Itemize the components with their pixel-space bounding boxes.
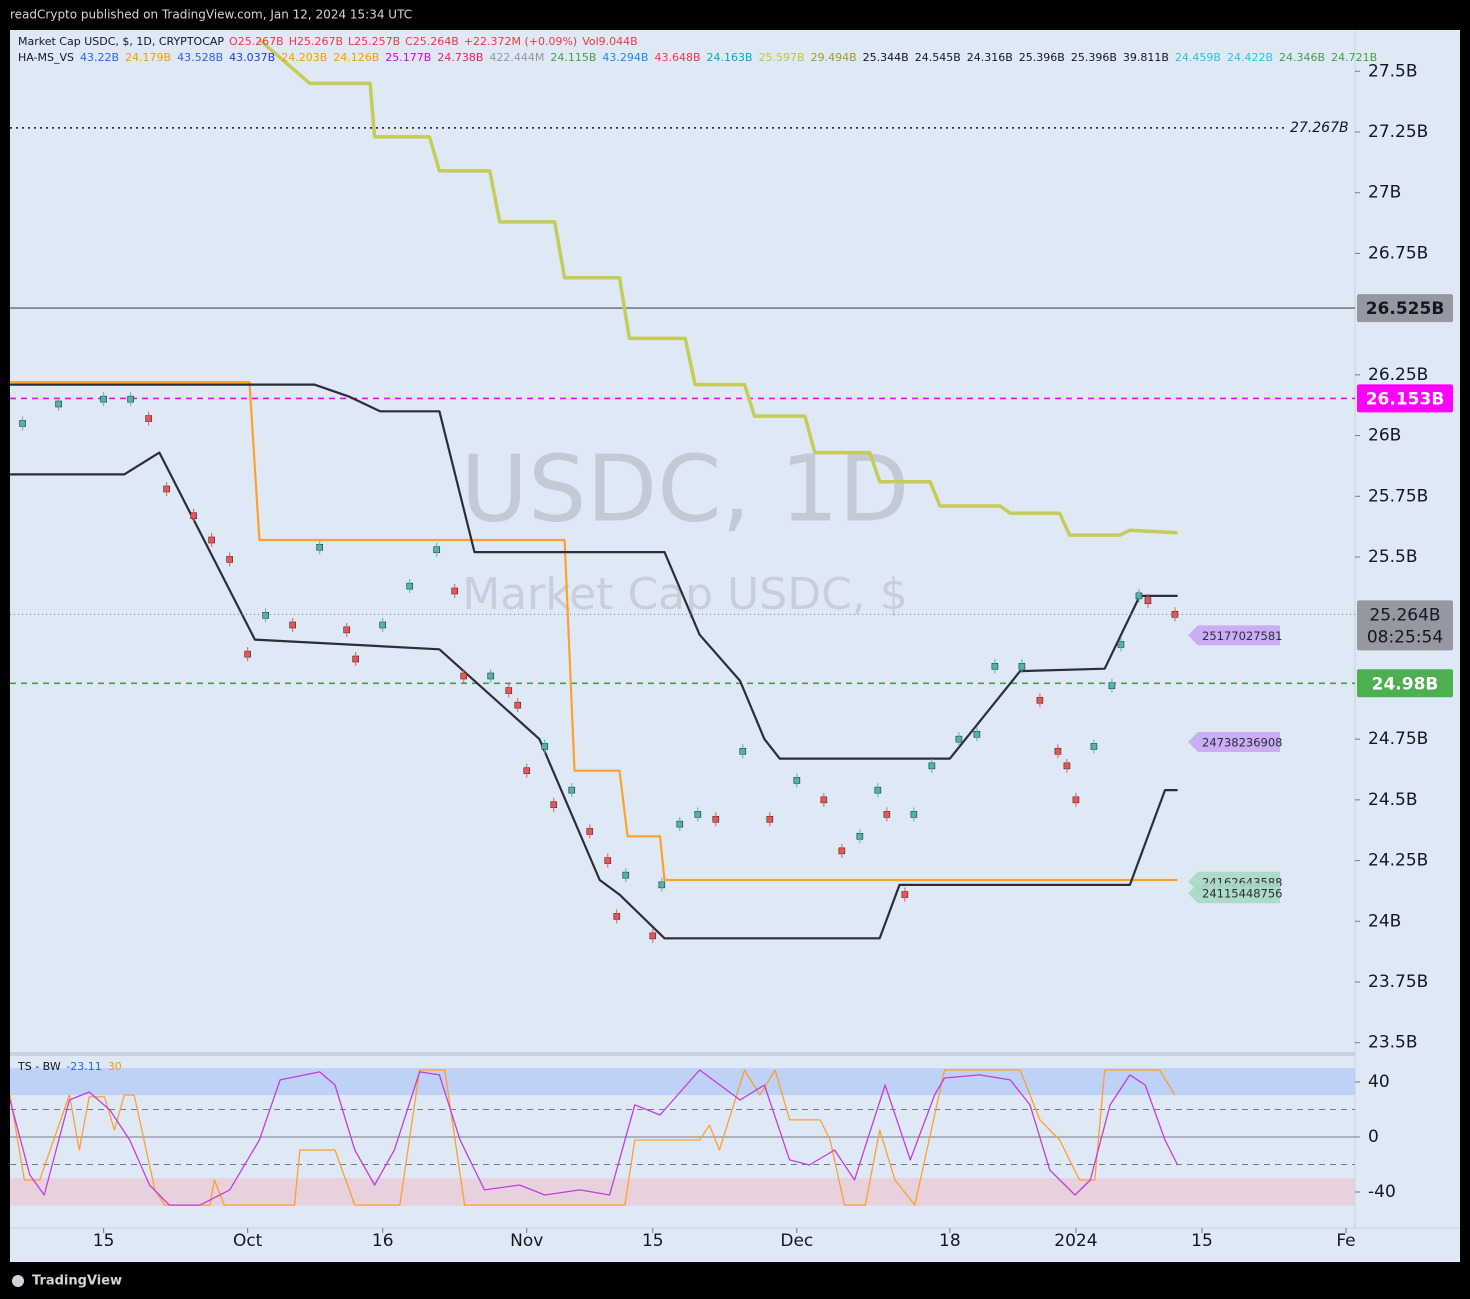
- chart-area: [10, 30, 1460, 1262]
- oscillator-reading: 30: [108, 1060, 122, 1073]
- indicator-value: 39.811B: [1123, 51, 1169, 64]
- indicator-value: 24.316B: [967, 51, 1013, 64]
- indicator-value: 43.22B: [80, 51, 119, 64]
- ohlc-value: O25.267B: [229, 35, 284, 48]
- annotation-tag: [1188, 625, 1280, 646]
- last-price-box: [1357, 600, 1453, 651]
- ohlc-value: Vol9.044B: [582, 35, 638, 48]
- legend-main: Market Cap USDC, $, 1D, CRYPTOCAP O25.267…: [18, 35, 638, 48]
- annotation-label: 25177027581: [1202, 629, 1282, 643]
- y-tick-label: 24.5B: [1368, 790, 1418, 810]
- indicator-value: 25.597B: [759, 51, 805, 64]
- publisher: readCrypto published on TradingView.com,…: [10, 8, 412, 22]
- ohlc-value: H25.267B: [289, 35, 343, 48]
- series-line: [10, 383, 1178, 760]
- y-tick-label: -40: [1368, 1182, 1396, 1202]
- series-line: [258, 38, 1178, 537]
- legend-title: Market Cap USDC, $, 1D, CRYPTOCAP: [18, 35, 224, 48]
- countdown: 08:25:54: [1367, 627, 1443, 647]
- y-tick-label: 26.75B: [1368, 243, 1428, 263]
- x-tick-label: 2024: [1054, 1231, 1097, 1251]
- y-tick-label: 25.75B: [1368, 486, 1428, 506]
- series-line: [10, 381, 1178, 882]
- series-line: [10, 1069, 1176, 1206]
- x-tick-label: Nov: [510, 1231, 543, 1251]
- indicator-value: 422.444M: [489, 51, 544, 64]
- indicator-value: 24.203B: [281, 51, 327, 64]
- indicator-value: 24.115B: [550, 51, 596, 64]
- indicator-name: HA-MS_VS: [18, 51, 74, 64]
- y-tick-label: 24.75B: [1368, 729, 1428, 749]
- indicator-value: 43.648B: [654, 51, 700, 64]
- annotation-tag: [1188, 731, 1280, 752]
- level-label: 24.98B: [1372, 674, 1439, 694]
- y-tick-label: 24.25B: [1368, 851, 1428, 871]
- y-tick-label: 26.25B: [1368, 365, 1428, 385]
- indicator-value: 25.396B: [1019, 51, 1065, 64]
- y-tick-label: 23.5B: [1368, 1033, 1418, 1053]
- y-tick-label: 27B: [1368, 183, 1401, 203]
- legend-oscillator: TS - BW -23.11 30: [17, 1060, 122, 1073]
- indicator-value: 29.494B: [811, 51, 857, 64]
- ohlc-value: L25.257B: [348, 35, 400, 48]
- indicator-value: 24.738B: [437, 51, 483, 64]
- indicator-value: 24.545B: [915, 51, 961, 64]
- indicator-value: 24.422B: [1227, 51, 1273, 64]
- x-tick-label: 15: [642, 1231, 664, 1251]
- indicator-value: 24.721B: [1331, 51, 1377, 64]
- annotation-label: 24738236908: [1202, 735, 1282, 749]
- footer-brand: TradingView: [32, 1274, 122, 1289]
- x-tick-label: Dec: [780, 1231, 813, 1251]
- oscillator-name: TS - BW: [17, 1060, 61, 1073]
- x-tick-label: Oct: [233, 1231, 263, 1251]
- oscillator-reading: -23.11: [66, 1060, 101, 1073]
- pane-separator: [10, 1052, 1355, 1056]
- annotation-label: 24115448756: [1202, 887, 1282, 901]
- level-label: 27.267B: [1290, 120, 1349, 136]
- y-tick-label: 26B: [1368, 426, 1401, 446]
- oscillator-pane: [10, 1068, 1355, 1206]
- last-price-label: 25.264B: [1369, 605, 1440, 625]
- level-box: [1357, 294, 1453, 323]
- x-tick-label: 15: [93, 1231, 115, 1251]
- price-pane: [10, 38, 1355, 943]
- series-line: [10, 451, 1178, 940]
- level-label: 26.153B: [1366, 389, 1445, 409]
- indicator-value: 25.344B: [863, 51, 909, 64]
- series-line: [10, 1069, 1179, 1206]
- band: [10, 1068, 1355, 1096]
- indicator-value: 24.179B: [125, 51, 171, 64]
- y-tick-label: 40: [1368, 1072, 1390, 1092]
- indicator-value: 43.294B: [602, 51, 648, 64]
- annotation-tag: [1188, 883, 1280, 904]
- level-label: 26.525B: [1366, 299, 1445, 319]
- indicator-value: 24.126B: [333, 51, 379, 64]
- indicator-value: 24.459B: [1175, 51, 1221, 64]
- level-box: [1357, 669, 1453, 698]
- y-tick-label: 25.5B: [1368, 547, 1418, 567]
- y-tick-label: 27.25B: [1368, 122, 1428, 142]
- indicator-value: 24.346B: [1279, 51, 1325, 64]
- brand-logo: [12, 1275, 24, 1287]
- x-tick-label: 15: [1191, 1231, 1213, 1251]
- x-tick-label: Fe: [1336, 1231, 1355, 1251]
- ohlc-value: C25.264B: [405, 35, 459, 48]
- legend-indicator: HA-MS_VS 43.22B 24.179B 43.528B 43.037B 24.20…: [18, 51, 1377, 64]
- indicator-value: 25.396B: [1071, 51, 1117, 64]
- x-tick-label: 18: [939, 1231, 961, 1251]
- y-tick-label: 0: [1368, 1127, 1379, 1147]
- indicator-value: 25.177B: [385, 51, 431, 64]
- y-tick-label: 23.75B: [1368, 972, 1428, 992]
- ohlc-value: +22.372M (+0.09%): [464, 35, 577, 48]
- x-tick-label: 16: [372, 1231, 394, 1251]
- y-tick-label: 24B: [1368, 911, 1401, 931]
- watermark-sub: Market Cap USDC, $: [462, 569, 908, 620]
- indicator-value: 43.528B: [177, 51, 223, 64]
- overlay: 27.5B 27.25B 27B 26.75B 26.25B 26B 25.75B 25.5B…: [17, 35, 1453, 1251]
- indicator-value: 24.163B: [707, 51, 753, 64]
- y-tick-label: 27.5B: [1368, 61, 1418, 81]
- indicator-value: 43.037B: [229, 51, 275, 64]
- level-box: [1357, 384, 1453, 413]
